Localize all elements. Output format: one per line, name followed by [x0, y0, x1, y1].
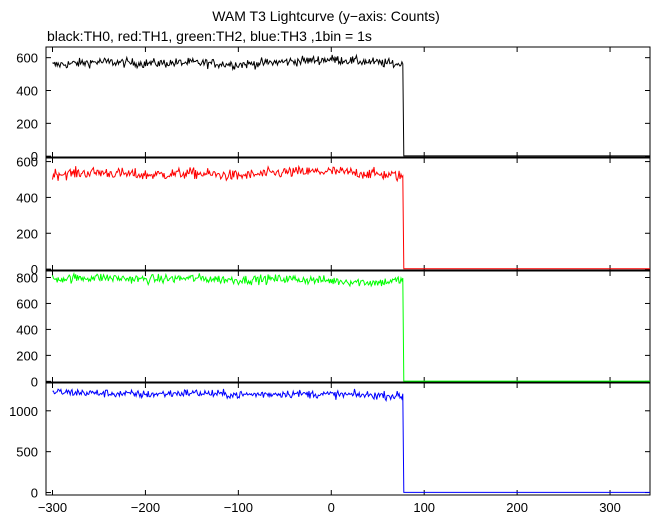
- y-tick-label-th1: 400: [16, 190, 38, 205]
- x-tick-label: 200: [506, 500, 528, 515]
- y-tick-label-th2: 200: [16, 348, 38, 363]
- y-tick-label-th3: 1000: [9, 404, 38, 419]
- panel-frame-th1: [45, 157, 651, 271]
- y-tick-label-th0: 200: [16, 116, 38, 131]
- x-tick-label: 0: [328, 500, 335, 515]
- x-tick-label: 300: [599, 500, 621, 515]
- y-tick-label-th1: 600: [16, 155, 38, 170]
- series-line-th2: [52, 271, 650, 382]
- y-tick-label-th2: 400: [16, 322, 38, 337]
- y-tick-label-th2: 600: [16, 296, 38, 311]
- x-tick-label: −300: [38, 500, 67, 515]
- y-tick-label-th0: 400: [16, 84, 38, 99]
- y-tick-label-th1: 200: [16, 226, 38, 241]
- y-tick-label-th3: 0: [31, 486, 38, 501]
- chart-subtitle: black:TH0, red:TH1, green:TH2, blue:TH3 …: [47, 28, 372, 44]
- y-tick-label-th0: 600: [16, 51, 38, 66]
- chart-title: WAM T3 Lightcurve (y−axis: Counts): [212, 8, 440, 24]
- x-tick-label: −100: [224, 500, 253, 515]
- y-tick-label-th0: 0: [31, 149, 38, 164]
- y-tick-label-th2: 0: [31, 374, 38, 389]
- y-tick-label-th3: 500: [16, 445, 38, 460]
- y-tick-label-th1: 0: [31, 262, 38, 277]
- series-line-th3: [52, 388, 650, 493]
- y-tick-label-th2: 800: [16, 270, 38, 285]
- panel-frame-th3: [45, 382, 651, 496]
- series-line-th1: [52, 164, 650, 270]
- panel-frame-th0: [45, 46, 651, 158]
- x-tick-label: 100: [413, 500, 435, 515]
- panel-frame-th2: [45, 270, 651, 383]
- x-tick-label: −200: [131, 500, 160, 515]
- series-line-th0: [52, 53, 650, 157]
